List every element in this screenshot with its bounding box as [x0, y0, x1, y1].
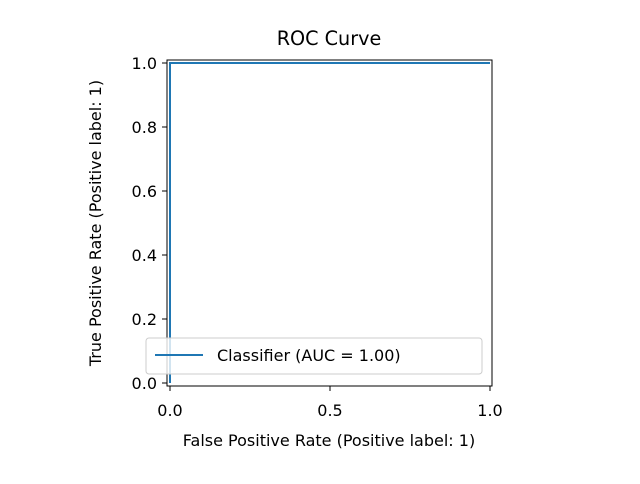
x-tick-label: 0.5: [317, 401, 342, 420]
legend-entry-label: Classifier (AUC = 1.00): [217, 346, 401, 365]
x-tick-label: 1.0: [477, 401, 502, 420]
y-tick-label: 0.0: [132, 374, 157, 393]
y-axis-label: True Positive Rate (Positive label: 1): [86, 80, 105, 367]
x-axis-ticks: 0.0 0.5 1.0: [157, 386, 503, 420]
series-layer: [169, 62, 490, 383]
legend-box: [145, 337, 483, 375]
legend: Classifier (AUC = 1.00): [145, 337, 483, 375]
x-tick-label: 0.0: [157, 401, 182, 420]
y-tick-label: 0.2: [132, 310, 157, 329]
x-axis-label: False Positive Rate (Positive label: 1): [183, 431, 475, 450]
y-tick-label: 1.0: [132, 54, 157, 73]
roc-curve-line-0: [169, 62, 490, 383]
chart-title: ROC Curve: [277, 27, 382, 50]
y-tick-label: 0.4: [132, 246, 157, 265]
y-axis-ticks: 0.0 0.2 0.4 0.6 0.8 1.0: [132, 54, 167, 393]
y-tick-label: 0.8: [132, 118, 157, 137]
y-tick-label: 0.6: [132, 182, 157, 201]
